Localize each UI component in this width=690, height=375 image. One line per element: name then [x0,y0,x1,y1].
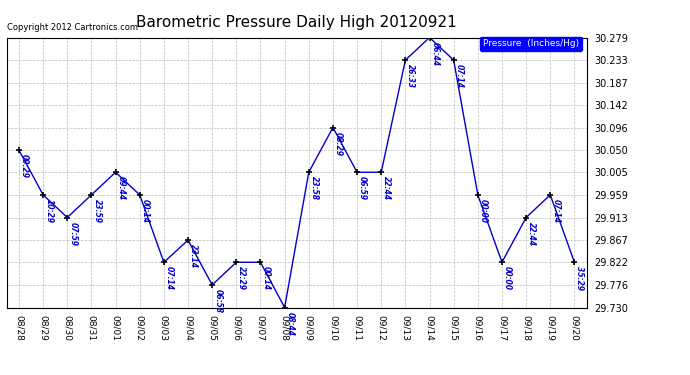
Text: Barometric Pressure Daily High 20120921: Barometric Pressure Daily High 20120921 [137,15,457,30]
Text: 23:59: 23:59 [92,199,101,223]
Text: 09:44: 09:44 [117,176,126,200]
Text: Copyright 2012 Cartronics.com: Copyright 2012 Cartronics.com [7,23,138,32]
Text: 00:14: 00:14 [262,266,270,290]
Text: 09:29: 09:29 [20,154,29,178]
Text: 35:29: 35:29 [575,266,584,290]
Legend: Pressure  (Inches/Hg): Pressure (Inches/Hg) [480,37,582,51]
Text: 06:58: 06:58 [213,289,222,313]
Text: 06:44: 06:44 [431,42,440,66]
Text: 07:59: 07:59 [68,222,77,246]
Text: 08:29: 08:29 [334,132,343,156]
Text: 00:00: 00:00 [479,199,488,223]
Text: 23:58: 23:58 [310,176,319,200]
Text: 07:14: 07:14 [551,199,560,223]
Text: 23:14: 23:14 [189,244,198,268]
Text: 07:14: 07:14 [455,64,464,88]
Text: 26:33: 26:33 [406,64,415,88]
Text: 06:59: 06:59 [358,176,367,200]
Text: 00:14: 00:14 [141,199,150,223]
Text: 10:29: 10:29 [44,199,53,223]
Text: 22:44: 22:44 [527,222,536,246]
Text: 08:44: 08:44 [286,312,295,336]
Text: 22:29: 22:29 [237,266,246,290]
Text: 07:14: 07:14 [165,266,174,290]
Text: 00:00: 00:00 [503,266,512,290]
Text: 22:44: 22:44 [382,176,391,200]
